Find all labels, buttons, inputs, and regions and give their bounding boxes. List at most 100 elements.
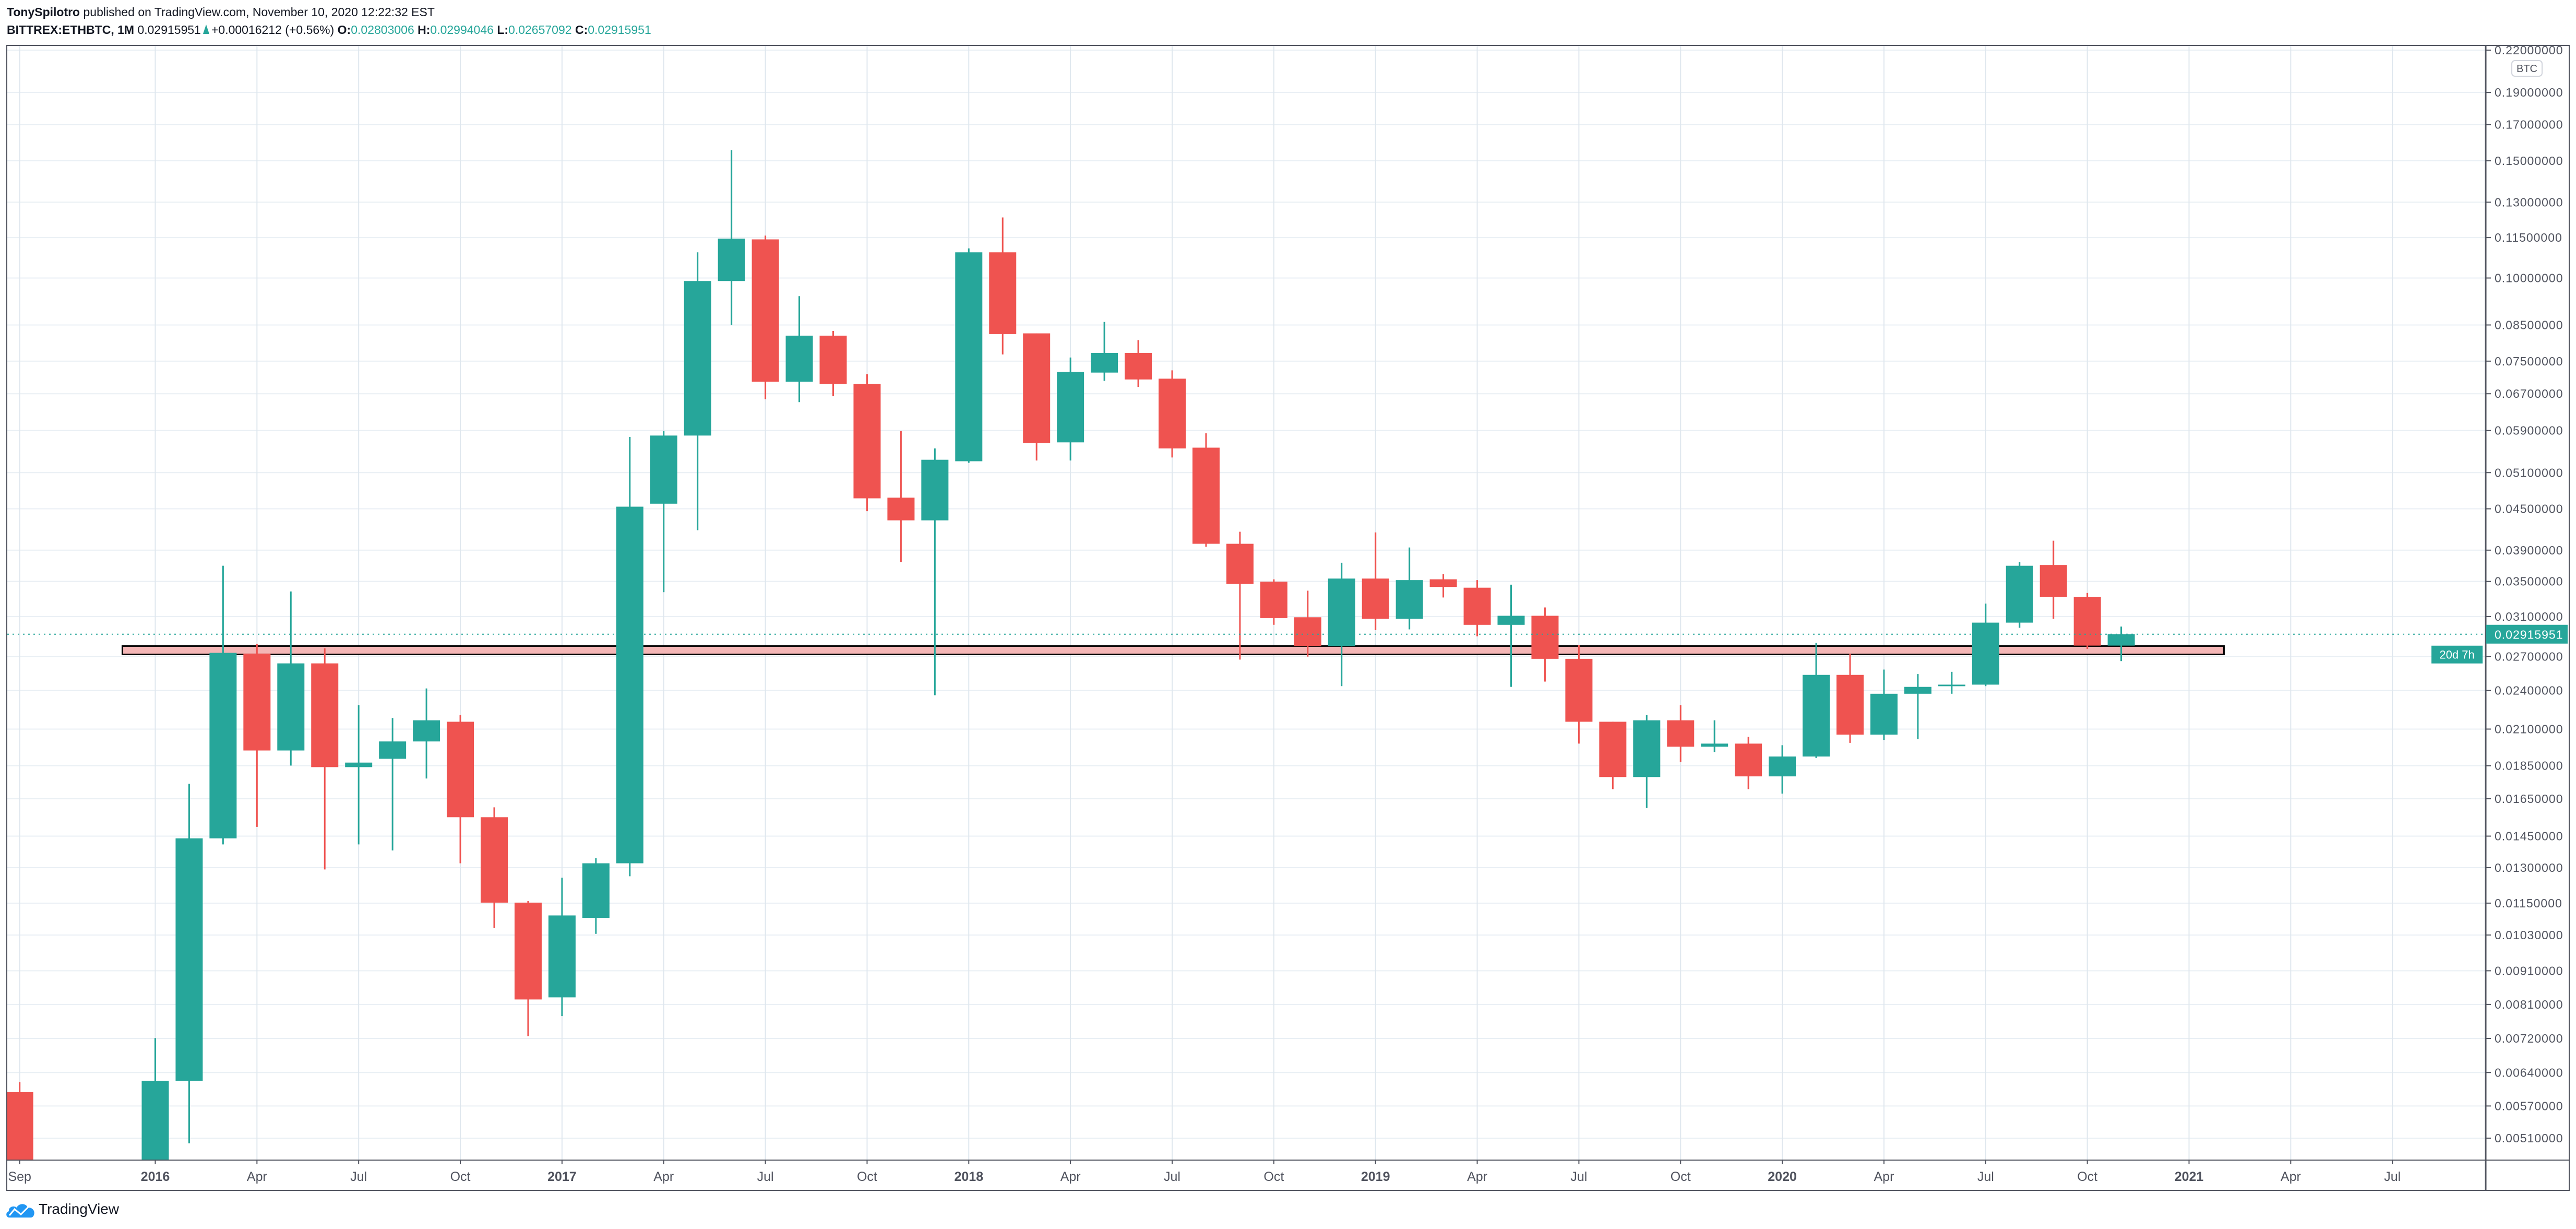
plot-area[interactable] — [6, 150, 2486, 1208]
time-tick-label: Apr — [2281, 1169, 2301, 1184]
currency-badge-label: BTC — [2517, 63, 2537, 75]
price-tick-label: 0.00720000 — [2495, 1032, 2563, 1045]
candle[interactable] — [1328, 562, 1355, 687]
currency-badge[interactable] — [2511, 60, 2543, 77]
candle[interactable] — [379, 718, 407, 850]
candle[interactable] — [345, 705, 373, 845]
candle[interactable] — [1192, 433, 1220, 547]
time-tick-label: 2016 — [141, 1169, 170, 1184]
candle-body — [1023, 333, 1051, 443]
candle[interactable] — [989, 217, 1017, 354]
candle[interactable] — [1701, 720, 1728, 752]
candle[interactable] — [514, 901, 542, 1036]
time-tick-label: 2018 — [954, 1169, 983, 1184]
candle-body — [1260, 581, 1287, 618]
time-tick-label: Jul — [350, 1169, 367, 1184]
candle[interactable] — [2073, 593, 2101, 649]
candle[interactable] — [582, 858, 610, 934]
candle[interactable] — [481, 807, 508, 928]
candle[interactable] — [1803, 643, 1830, 758]
candle[interactable] — [1599, 722, 1627, 789]
candle[interactable] — [175, 784, 203, 1143]
candle[interactable] — [650, 431, 677, 593]
candle[interactable] — [141, 1038, 169, 1208]
candle[interactable] — [1565, 645, 1593, 744]
candle[interactable] — [1294, 590, 1321, 657]
candle-body — [1226, 543, 1254, 584]
candle-body — [1633, 720, 1661, 777]
candle[interactable] — [1125, 340, 1152, 387]
candle[interactable] — [1260, 579, 1287, 625]
candle[interactable] — [2006, 562, 2033, 628]
candle[interactable] — [1836, 653, 1864, 743]
candle[interactable] — [243, 644, 271, 827]
candle[interactable] — [1531, 607, 1559, 682]
candle[interactable] — [1023, 333, 1051, 460]
candle-body — [989, 252, 1017, 334]
time-tick-label: Oct — [1263, 1169, 1284, 1184]
candle[interactable] — [1396, 547, 1423, 630]
candle[interactable] — [447, 715, 474, 864]
candle[interactable] — [209, 565, 237, 845]
candle[interactable] — [887, 431, 915, 562]
low-label: L: — [497, 23, 509, 37]
candle[interactable] — [1159, 370, 1186, 458]
candle[interactable] — [819, 331, 847, 396]
price-tick-label: 0.00570000 — [2495, 1099, 2563, 1113]
candle[interactable] — [548, 878, 576, 1017]
candle[interactable] — [1429, 574, 1457, 598]
candle-body — [1836, 675, 1864, 735]
candle[interactable] — [6, 1082, 33, 1193]
candle[interactable] — [413, 688, 440, 779]
candle-body — [548, 915, 576, 998]
logo-text: TradingView — [39, 1201, 120, 1217]
candle[interactable] — [1226, 531, 1254, 660]
candle-body — [1565, 658, 1593, 722]
candle[interactable] — [1735, 737, 1762, 789]
price-tick-label: 0.05900000 — [2495, 424, 2563, 438]
author-name[interactable]: TonySpilotro — [7, 5, 80, 19]
time-tick-label: Apr — [247, 1169, 267, 1184]
candle[interactable] — [1870, 669, 1898, 740]
candle[interactable] — [1633, 715, 1661, 808]
candle[interactable] — [2107, 627, 2135, 661]
candle-body — [1599, 722, 1627, 777]
candle-body — [1294, 617, 1321, 646]
candle-body — [616, 506, 643, 864]
candle-body — [582, 863, 610, 918]
support-zone-rectangle[interactable] — [122, 645, 2225, 655]
candle[interactable] — [1463, 580, 1491, 636]
countdown-label: 20d 7h — [2439, 648, 2474, 661]
candle[interactable] — [311, 648, 339, 870]
candle[interactable] — [718, 150, 745, 325]
candle[interactable] — [921, 448, 949, 695]
candle[interactable] — [684, 252, 711, 530]
time-tick-label: Oct — [857, 1169, 877, 1184]
candle[interactable] — [277, 591, 305, 766]
candle[interactable] — [1057, 357, 1084, 460]
price-tick-label: 0.00910000 — [2495, 964, 2563, 977]
candle[interactable] — [1667, 705, 1695, 762]
candle[interactable] — [1938, 671, 1965, 694]
candle[interactable] — [1091, 322, 1118, 381]
time-tick-label: Jul — [1977, 1169, 1994, 1184]
publish-info: TonySpilotro published on TradingView.co… — [7, 5, 435, 19]
candle[interactable] — [853, 374, 881, 512]
candle[interactable] — [1497, 584, 1525, 687]
candle-body — [1125, 352, 1152, 380]
candle[interactable] — [1904, 674, 1931, 739]
candle[interactable] — [2040, 540, 2067, 619]
candle[interactable] — [752, 235, 779, 399]
candle[interactable] — [785, 296, 813, 403]
candle[interactable] — [955, 248, 983, 463]
time-tick-label: 2019 — [1361, 1169, 1390, 1184]
candle[interactable] — [1362, 532, 1389, 631]
price-tick-label: 0.02400000 — [2495, 684, 2563, 698]
candle[interactable] — [1972, 604, 1999, 687]
candle[interactable] — [616, 437, 643, 877]
candle[interactable] — [1769, 745, 1796, 794]
price-tick-label: 0.06700000 — [2495, 387, 2563, 400]
tradingview-logo[interactable]: TradingView — [5, 1201, 119, 1218]
price-tick-label: 0.04500000 — [2495, 502, 2563, 516]
